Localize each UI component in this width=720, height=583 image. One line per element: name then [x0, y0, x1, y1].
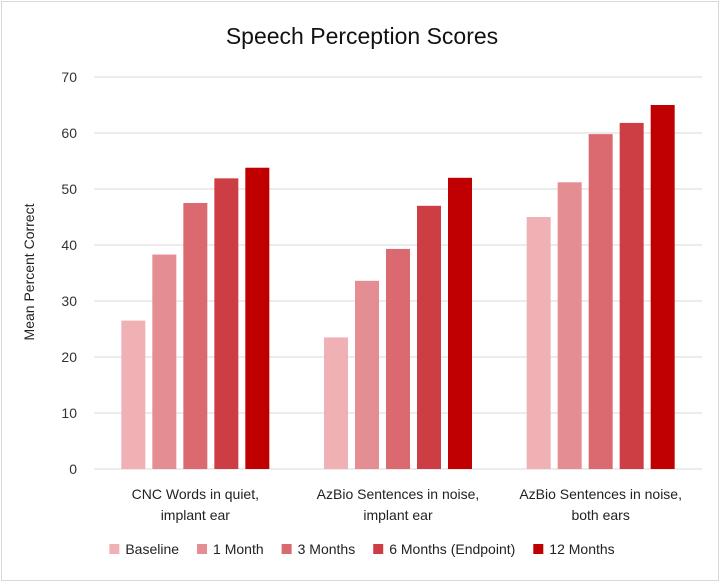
y-tick-label: 10: [61, 405, 77, 421]
y-tick-label: 20: [61, 349, 77, 365]
legend-label: 12 Months: [549, 541, 614, 557]
category-label: AzBio Sentences in noise, implant ear: [317, 486, 480, 523]
y-axis-label: Mean Percent Correct: [21, 203, 37, 340]
y-tick-label: 50: [61, 181, 77, 197]
legend-label: Baseline: [125, 541, 179, 557]
bar: [386, 248, 410, 469]
legend-swatch: [281, 544, 292, 554]
y-tick-label: 60: [61, 125, 77, 141]
legend-item: 6 Months (Endpoint): [373, 541, 515, 557]
bar: [324, 337, 348, 469]
bar: [417, 205, 441, 470]
bar: [183, 203, 208, 469]
legend-item: 3 Months: [281, 541, 356, 557]
legend-label: 3 Months: [298, 541, 356, 557]
bars: [121, 105, 675, 470]
legend-swatch: [197, 544, 208, 554]
legend-item: 1 Month: [197, 541, 264, 557]
bar: [588, 134, 613, 469]
bar: [355, 280, 379, 469]
bar: [619, 122, 644, 470]
legend: Baseline 1 Month 3 Months 6 Months (Endpoin…: [109, 541, 615, 557]
y-tick-label: 70: [61, 69, 77, 85]
category-labels: CNC Words in quiet, implant ear AzBio Sent…: [132, 486, 682, 523]
y-tick-label: 40: [61, 237, 77, 253]
legend-label: 6 Months (Endpoint): [389, 541, 515, 557]
category-label: CNC Words in quiet, implant ear: [132, 486, 259, 523]
bar: [526, 217, 551, 469]
bar: [214, 178, 239, 470]
bar: [245, 167, 270, 469]
bar: [557, 182, 582, 469]
bar: [121, 320, 146, 469]
legend-swatch: [373, 544, 384, 554]
legend-item: Baseline: [109, 541, 179, 557]
bar: [650, 105, 675, 469]
legend-swatch: [533, 544, 544, 554]
chart-title: Speech Perception Scores: [226, 23, 498, 49]
bar: [448, 177, 472, 470]
legend-label: 1 Month: [213, 541, 264, 557]
y-tick-label: 0: [69, 461, 77, 477]
bar: [152, 254, 177, 469]
legend-swatch: [109, 544, 120, 554]
y-tick-label: 30: [61, 293, 77, 309]
y-axis-ticks: 0 10 20 30 40 50 60 70: [61, 69, 77, 477]
category-label: AzBio Sentences in noise, both ears: [519, 486, 682, 523]
legend-item: 12 Months: [533, 541, 615, 557]
